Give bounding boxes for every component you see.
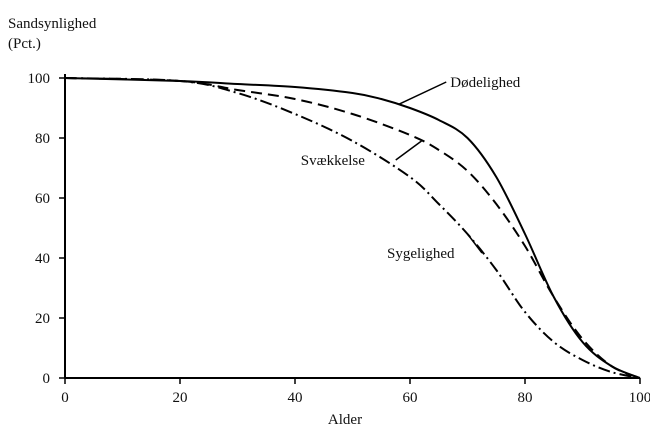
annotation-leader-line — [395, 140, 422, 161]
series-lines — [64, 77, 641, 379]
y-axis-label: Sandsynlighed — [8, 16, 97, 32]
x-tick-label: 80 — [518, 390, 533, 406]
x-tick-label: 40 — [288, 390, 303, 406]
x-tick-label: 100 — [629, 390, 650, 406]
x-tick-label: 0 — [61, 390, 69, 406]
series-annotations: Dødelighed Svækkelse Sygelighed — [301, 75, 521, 262]
y-tick-label: 80 — [35, 131, 50, 147]
y-axis-unit-label: (Pct.) — [8, 36, 41, 52]
annotation-leader-line — [466, 233, 483, 254]
plot-axes — [64, 74, 640, 379]
y-tick-label: 40 — [35, 251, 50, 267]
x-axis-label: Alder — [328, 412, 362, 428]
axis-ticks: 0 20 40 60 80 100 0 20 40 60 80 100 — [28, 71, 650, 406]
series-line-svækkelse — [64, 77, 641, 379]
y-tick-label: 20 — [35, 311, 50, 327]
y-tick-label: 100 — [28, 71, 51, 87]
x-tick-label: 60 — [403, 390, 418, 406]
annotation-leader-line — [398, 81, 447, 106]
y-tick-label: 60 — [35, 191, 50, 207]
annotation-label: Dødelighed — [450, 75, 520, 91]
y-tick-label: 0 — [43, 371, 51, 387]
series-line-sygelighed — [64, 77, 641, 379]
annotation-label: Svækkelse — [301, 153, 366, 169]
annotation-label: Sygelighed — [387, 246, 455, 262]
series-line-dødelighed — [64, 77, 641, 379]
x-tick-label: 20 — [173, 390, 188, 406]
